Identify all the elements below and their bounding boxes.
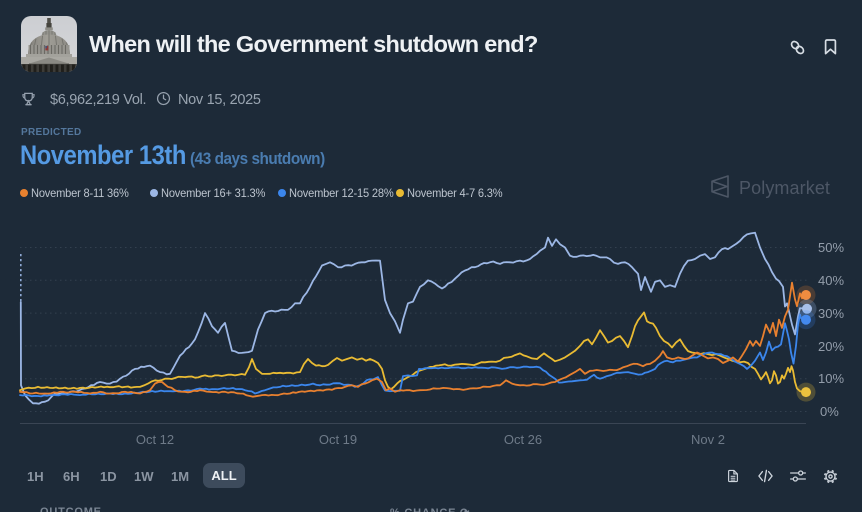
svg-text:30%: 30% [818,306,844,321]
svg-text:Nov 2: Nov 2 [691,432,725,447]
svg-text:Oct 19: Oct 19 [319,432,357,447]
svg-text:10%: 10% [818,371,844,386]
svg-text:0%: 0% [820,404,839,419]
svg-text:Oct 12: Oct 12 [136,432,174,447]
svg-text:50%: 50% [818,240,844,255]
svg-text:40%: 40% [818,273,844,288]
svg-text:20%: 20% [818,339,844,354]
svg-text:Oct 26: Oct 26 [504,432,542,447]
